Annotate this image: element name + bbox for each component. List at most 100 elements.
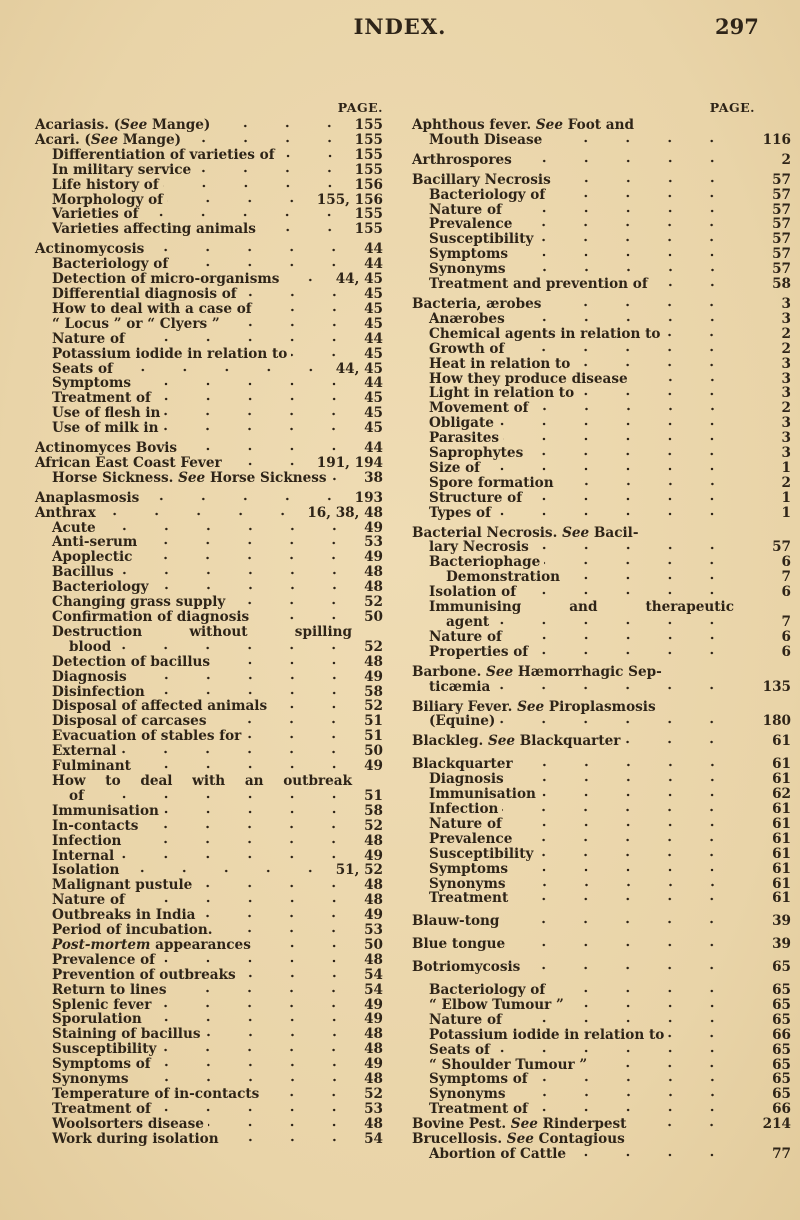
entry-line: Changing grass supply 52 — [35, 595, 383, 610]
entry-heading: Bacteriology of — [429, 187, 545, 203]
index-entry: Nature of 48 — [35, 893, 383, 908]
entry-heading: Blue tongue — [412, 937, 505, 952]
entry-line: Treatment and prevention of 58 — [412, 277, 797, 292]
dot-leader — [216, 924, 355, 935]
dot-leader — [539, 788, 733, 799]
entry-text: Nature of — [429, 201, 502, 218]
entry-heading: Infection — [52, 833, 121, 849]
page-reference: 155 — [354, 206, 383, 223]
entry-line: Acariasis. (See Mange) 155 — [35, 118, 383, 133]
page-reference: 38 — [364, 469, 383, 486]
entry-line: Treatment 61 — [412, 891, 797, 906]
dot-leader — [120, 745, 355, 756]
dot-leader — [537, 847, 733, 858]
entry-line: Symptoms of 49 — [35, 1057, 383, 1072]
entry-text: Nature of — [52, 330, 125, 347]
entry-heading: Outbreaks in India — [52, 908, 195, 923]
page-reference: 54 — [364, 966, 383, 983]
page-reference: 65 — [772, 1041, 791, 1058]
entry-heading: Bacteria, ærobes — [412, 297, 541, 312]
entry-line: Immunisation 58 — [35, 803, 383, 819]
index-entry: Blue tongue 39 — [412, 937, 797, 952]
index-entry: Prevention of outbreaks 54 — [35, 966, 383, 983]
page-reference: 44 — [364, 241, 383, 258]
page-reference: 45 — [364, 300, 383, 317]
dot-leader — [503, 915, 733, 926]
entry-heading: Treatment of — [52, 391, 151, 406]
page-reference: 57 — [772, 171, 791, 188]
dot-leader — [330, 471, 355, 482]
entry-text: Synonyms — [429, 261, 506, 278]
index-entry: Blauw-tong 39 — [412, 914, 797, 929]
entry-line: Blue tongue 39 — [412, 937, 797, 952]
dot-leader — [167, 193, 313, 204]
entry-line: Bacillus 48 — [35, 565, 383, 580]
page-reference: 45 — [364, 405, 383, 422]
entry-continuation-text: Mouth Disease — [429, 131, 543, 148]
entry-heading: Infection — [429, 802, 498, 817]
entry-text: Detection of bacillus — [52, 653, 211, 670]
entry-line: Bacteriology 48 — [35, 580, 383, 595]
entry-line: How to deal with a case of 45 — [35, 300, 383, 317]
entry-line: Period of incubation. 53 — [35, 923, 383, 938]
index-entry: Barbone. See Hæmorrhagic Sep-ticæmia 135 — [412, 664, 797, 695]
entry-word: with — [192, 772, 226, 789]
index-entry: Sporulation 49 — [35, 1012, 383, 1027]
index-entry: Splenic fever 49 — [35, 997, 383, 1013]
entry-line: Demonstration 7 — [412, 570, 797, 585]
index-entry: In military service 155 — [35, 162, 383, 178]
entry-text: Bacteria, ærobes — [412, 295, 542, 312]
index-entry: Anærobes 3 — [412, 311, 797, 327]
index-entry: Acari. (See Mange) 155 — [35, 131, 383, 148]
entry-first-line: Bacterial Necrosis. See Bacil- — [412, 525, 717, 541]
page-reference: 2 — [781, 474, 791, 491]
entry-heading: Return to lines — [52, 981, 167, 998]
index-entry: Prevalence 61 — [412, 831, 797, 847]
entry-text: Confirmation of diagnosis — [52, 609, 250, 625]
index-entry: Differentiation of varieties of 155 — [35, 147, 383, 163]
entry-word: an — [244, 772, 264, 789]
see-reference: See — [487, 733, 516, 750]
entry-line: Return to lines 54 — [35, 981, 383, 998]
index-entry: Apoplectic 49 — [35, 550, 383, 565]
entry-text: Symptoms of — [429, 1071, 528, 1088]
entry-text: Blauw-tong — [412, 913, 500, 930]
page-reference: 48 — [364, 892, 383, 909]
entry-continuation-text: blood — [69, 638, 112, 655]
dot-leader — [544, 556, 733, 567]
page-reference: 44, 45 — [335, 271, 383, 288]
dot-leader — [512, 248, 733, 259]
entry-text: Immunisation — [429, 786, 536, 803]
page-reference: 45 — [364, 420, 383, 437]
entry-text: Prevalence of — [52, 951, 156, 968]
index-entry: Changing grass supply 52 — [35, 595, 383, 610]
index-entry: Arthrospores 2 — [412, 152, 797, 168]
entry-text-cont: Mange) — [117, 131, 182, 148]
entry-text: Varieties of — [52, 206, 139, 223]
entry-text: African East Coast Fever — [35, 454, 222, 471]
entry-line: Malignant pustule 48 — [35, 878, 383, 893]
dot-leader — [222, 1132, 355, 1143]
entry-heading: African East Coast Fever — [35, 454, 222, 471]
entry-word: therapeutic — [645, 599, 734, 616]
dot-leader — [545, 297, 733, 308]
index-entry: Susceptibility 48 — [35, 1042, 383, 1057]
entry-heading: Nature of — [52, 330, 125, 347]
page-reference: 48 — [364, 1041, 383, 1058]
index-entry: Treatment of 45 — [35, 391, 383, 406]
page-reference: 52 — [364, 638, 383, 655]
dot-leader — [526, 491, 733, 502]
dot-leader — [195, 163, 351, 174]
index-entry: Actinomyces Bovis 44 — [35, 441, 383, 456]
entry-line: Movement of 2 — [412, 401, 797, 416]
entry-heading: Blackquarter — [412, 757, 513, 772]
page-reference: 6 — [781, 554, 791, 571]
index-entry: Synonyms 65 — [412, 1087, 797, 1102]
entry-text: Return to lines — [52, 981, 167, 998]
dot-leader — [123, 864, 332, 875]
entry-heading: Spore formation — [429, 475, 554, 491]
entry-heading: Obligate — [429, 416, 494, 431]
page-reference: 65 — [772, 1011, 791, 1028]
entry-heading: Anaplasmosis — [35, 490, 139, 506]
dot-leader — [494, 506, 733, 517]
